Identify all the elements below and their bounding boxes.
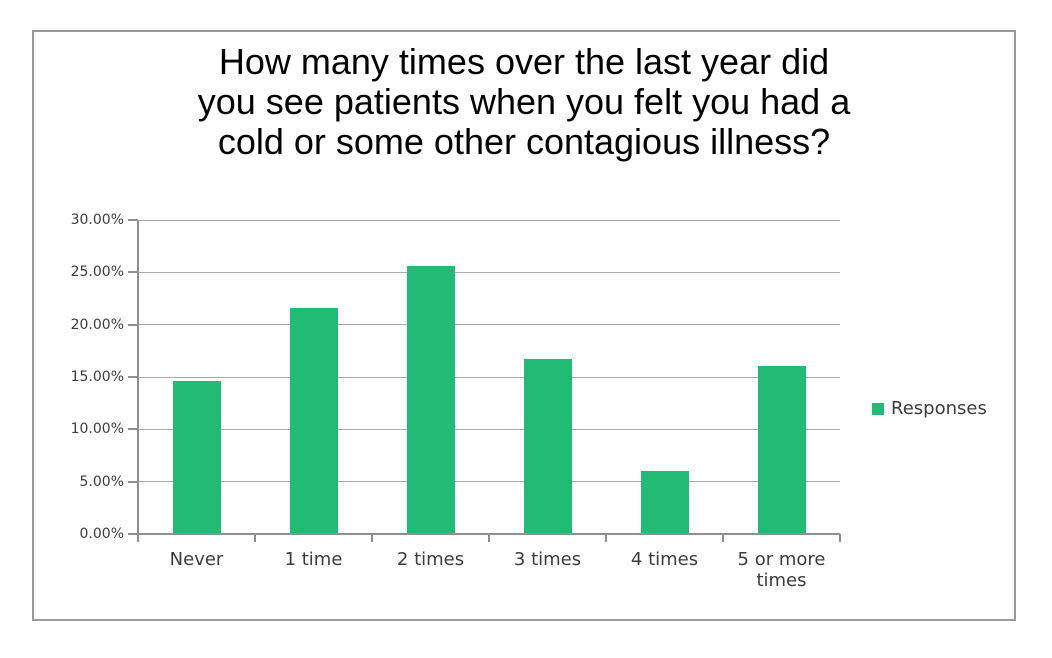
bar [757, 365, 806, 533]
legend-swatch-icon [872, 402, 884, 415]
bar [406, 266, 455, 533]
x-axis-tick [137, 534, 139, 542]
bar [172, 381, 221, 533]
gridline [138, 271, 840, 273]
x-axis-tick [254, 534, 256, 542]
y-axis-tick [128, 271, 138, 274]
y-axis-tick [128, 428, 138, 431]
gridline [138, 219, 840, 221]
y-axis-tick [128, 219, 138, 221]
y-axis-label: 25.00% [70, 264, 124, 281]
bar [289, 307, 338, 533]
x-axis-tick [488, 534, 490, 542]
bar [523, 359, 572, 533]
gridline [138, 428, 840, 430]
y-axis-label: 20.00% [70, 316, 124, 333]
chart-title-line: cold or some other contagious illness? [217, 121, 831, 162]
y-axis-tick [128, 376, 138, 378]
x-axis-tick [371, 534, 373, 542]
chart-container: How many times over the last year did you… [32, 30, 1016, 621]
gridline [138, 324, 840, 326]
gridline [138, 481, 840, 483]
x-axis-label: Never [169, 549, 224, 570]
bar [640, 471, 689, 533]
x-axis-label: 4 times [630, 549, 699, 570]
y-axis-tick [128, 323, 138, 326]
y-axis-label: 15.00% [70, 369, 124, 385]
y-axis-label: 10.00% [70, 421, 124, 438]
y-axis-line [137, 220, 139, 542]
y-axis-label: 0.00% [79, 526, 124, 542]
y-axis-tick [128, 480, 138, 483]
x-axis-label: 1 time [284, 549, 343, 570]
legend-label: Responses [891, 398, 987, 419]
y-axis-label: 5.00% [79, 473, 124, 490]
x-axis-tick [605, 534, 607, 542]
chart-title: How many times over the last year did you… [34, 42, 1014, 162]
chart-title-line: How many times over the last year did [218, 41, 830, 82]
x-axis-tick [839, 534, 841, 542]
x-axis-label: 3 times [513, 549, 582, 570]
y-axis-tick [128, 533, 138, 535]
gridline [138, 376, 840, 378]
chart-title-line: you see patients when you felt you had a [197, 81, 851, 122]
y-axis-label: 30.00% [70, 212, 124, 228]
plot-area: 0.00% 5.00% 10.00% 15.00% 20.00% 25.00% 30.00%… [71, 212, 841, 591]
x-axis-label: 5 or more times [737, 549, 826, 591]
x-axis-label: 2 times [396, 549, 465, 570]
legend: Responses [872, 398, 987, 419]
x-axis-tick [722, 534, 724, 542]
